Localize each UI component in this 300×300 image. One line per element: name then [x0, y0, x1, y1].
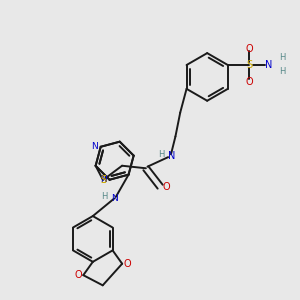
Text: H: H: [279, 67, 285, 76]
Text: O: O: [246, 76, 253, 86]
Text: N: N: [266, 60, 273, 70]
Text: H: H: [159, 150, 165, 159]
Text: S: S: [246, 60, 253, 70]
Text: O: O: [246, 44, 253, 53]
Text: O: O: [75, 270, 82, 280]
Text: O: O: [163, 182, 170, 192]
Text: H: H: [102, 192, 108, 201]
Text: N: N: [91, 142, 98, 151]
Text: O: O: [123, 259, 131, 269]
Text: N: N: [100, 175, 106, 184]
Text: N: N: [111, 194, 118, 203]
Text: N: N: [168, 151, 175, 160]
Text: S: S: [100, 175, 106, 185]
Text: H: H: [279, 52, 285, 62]
Text: S: S: [100, 175, 106, 185]
